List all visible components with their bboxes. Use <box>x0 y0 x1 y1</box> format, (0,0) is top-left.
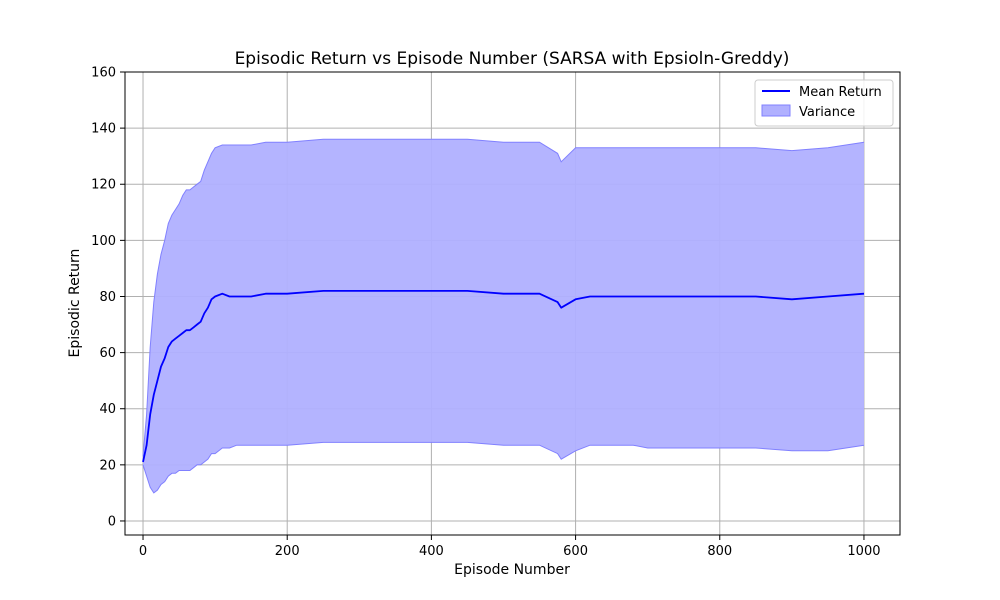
mean-return-line <box>142 289 865 463</box>
y-tick-label: 160 <box>91 66 116 81</box>
y-tick-label: 0 <box>108 514 116 529</box>
y-tick-label: 20 <box>99 458 116 473</box>
y-tick-label: 40 <box>99 402 116 417</box>
x-tick-label: 200 <box>275 544 300 559</box>
legend-variance-label: Variance <box>799 105 855 120</box>
legend-mean-label: Mean Return <box>799 85 882 100</box>
legend: Mean Return Variance <box>754 79 894 127</box>
y-axis-ticks: 0 20 40 60 80 100 120 140 160 <box>91 66 125 529</box>
variance-band-layer <box>142 138 865 494</box>
x-tick-label: 1000 <box>847 544 880 559</box>
y-axis-title: Episodic Return <box>67 249 83 358</box>
y-tick-label: 100 <box>91 234 116 249</box>
plot-frame <box>124 71 901 536</box>
variance-upper-edge <box>142 138 865 457</box>
x-axis-title: Episode Number <box>454 562 570 578</box>
mean-line-layer <box>142 289 865 463</box>
chart-title: Episodic Return vs Episode Number (SARSA… <box>235 49 790 69</box>
y-tick-label: 140 <box>91 122 116 137</box>
x-tick-label: 400 <box>419 544 444 559</box>
y-tick-label: 60 <box>99 346 116 361</box>
y-tick-label: 120 <box>91 178 116 193</box>
x-tick-label: 600 <box>563 544 588 559</box>
x-tick-label: 800 <box>707 544 732 559</box>
y-tick-label: 80 <box>99 290 116 305</box>
variance-band <box>143 139 864 493</box>
x-axis-ticks: 0 200 400 600 800 1000 <box>139 535 881 559</box>
x-tick-label: 0 <box>139 544 147 559</box>
variance-lower-edge <box>142 441 865 494</box>
legend-variance-swatch <box>761 104 791 117</box>
